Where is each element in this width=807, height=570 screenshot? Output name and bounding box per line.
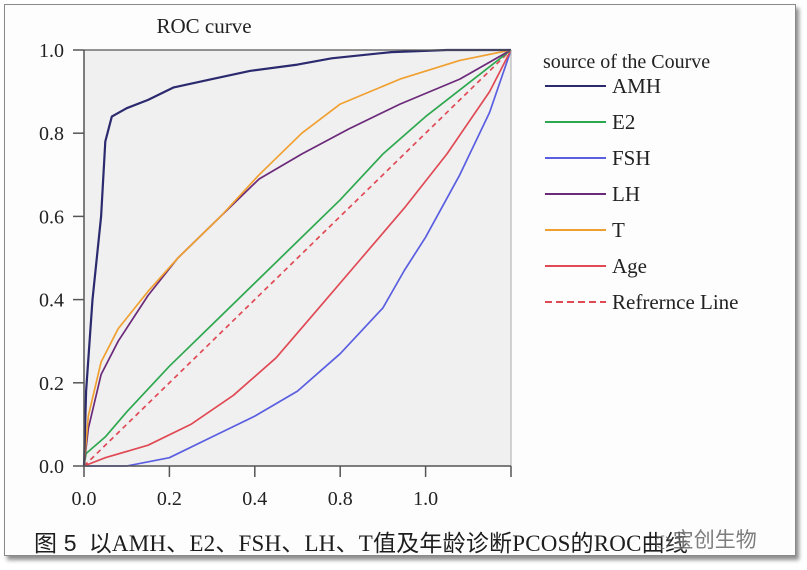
y-tick-label: 0.4 xyxy=(39,290,64,312)
legend-label: FSH xyxy=(612,146,651,170)
series-t xyxy=(83,49,512,467)
watermark-text: 宝创生物 xyxy=(672,528,757,552)
legend-label: AMH xyxy=(612,74,661,98)
x-tick-label: 0.0 xyxy=(72,488,97,510)
wechat-icon: ◌ xyxy=(655,531,671,552)
chart-title: ROC curve xyxy=(156,14,251,38)
series-refrernce-line xyxy=(83,49,512,467)
x-tick-label: 0.2 xyxy=(157,488,182,510)
legend: source of the Courve AMH E2 FSH LH T Age Refre… xyxy=(543,51,739,314)
y-tick-label: 0.2 xyxy=(39,373,64,395)
caption-figure-number: 图 5 xyxy=(34,530,77,556)
series-fsh xyxy=(84,49,512,467)
legend-label: E2 xyxy=(612,110,635,134)
figure-caption: 图 5 以AMH、E2、FSH、LH、T值及年龄诊断PCOS的ROC曲线 xyxy=(34,524,688,558)
watermark: ◌宝创生物 xyxy=(655,524,757,554)
legend-label: LH xyxy=(612,182,640,206)
legend-label: Age xyxy=(612,254,647,278)
y-tick-label: 0.0 xyxy=(39,456,64,478)
series-layer xyxy=(82,48,512,467)
y-tick-label: 0.8 xyxy=(39,123,64,145)
legend-label: Refrernce Line xyxy=(612,290,739,314)
legend-title: source of the Courve xyxy=(543,51,710,73)
series-age xyxy=(83,49,512,467)
caption-text: 以AMH、E2、FSH、LH、T值及年龄诊断PCOS的ROC曲线 xyxy=(88,531,689,556)
series-e2 xyxy=(83,49,512,467)
series-amh xyxy=(82,48,511,467)
x-tick-label: 0.8 xyxy=(328,488,353,510)
y-tick-label: 1.0 xyxy=(39,40,64,62)
x-tick-label: 1.0 xyxy=(413,488,438,510)
y-tick-label: 0.6 xyxy=(39,206,64,228)
axes: 0.0 0.2 0.4 0.8 1.0 0.0 0.2 0.4 0.6 0.8 1.0 xyxy=(39,40,512,510)
legend-label: T xyxy=(612,218,625,242)
x-tick-label: 0.4 xyxy=(242,488,267,510)
